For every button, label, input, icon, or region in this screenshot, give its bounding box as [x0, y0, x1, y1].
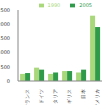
svg-text:1500: 1500: [8, 35, 10, 41]
svg-text:アメリカ: アメリカ: [94, 89, 97, 105]
svg-text:ドイツ: ドイツ: [38, 89, 44, 104]
svg-text:2500: 2500: [8, 7, 10, 13]
svg-text:イギリス: イギリス: [66, 89, 72, 105]
html-text:2005: 2005: [79, 2, 92, 8]
svg-text:フランス: フランス: [24, 89, 30, 105]
svg-text:2000: 2000: [8, 21, 10, 27]
svg-text:500: 500: [8, 64, 10, 70]
svg-text:0: 0: [8, 78, 10, 84]
svg-text:日本: 日本: [80, 89, 86, 99]
svg-text:イタリア: イタリア: [52, 89, 58, 105]
html-text:1990: 1990: [47, 2, 61, 8]
svg-text:1000: 1000: [8, 49, 10, 55]
